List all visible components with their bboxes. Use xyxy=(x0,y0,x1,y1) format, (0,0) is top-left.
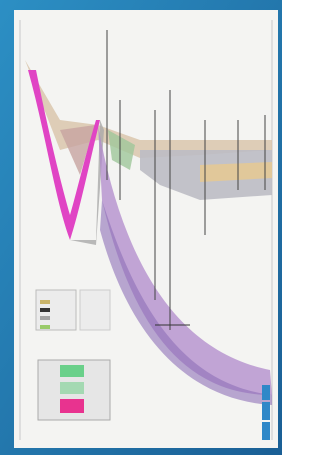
page xyxy=(0,0,282,455)
screenshot xyxy=(0,0,282,455)
legend-left xyxy=(36,290,110,330)
blue-bars xyxy=(262,385,270,440)
legend-table xyxy=(38,360,110,420)
